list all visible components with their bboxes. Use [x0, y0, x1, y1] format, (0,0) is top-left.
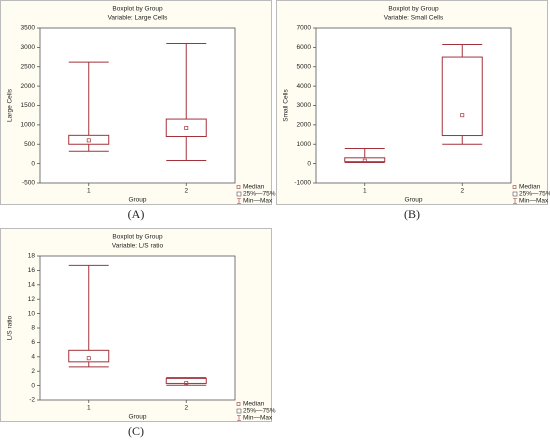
x-axis-label: Group	[128, 414, 146, 421]
y-tick-label: 2	[31, 368, 35, 375]
box	[344, 157, 386, 163]
x-tick-label: 2	[184, 188, 188, 195]
legend-label: Min—Max	[243, 415, 273, 422]
x-tick-label: 1	[363, 188, 367, 195]
legend-label: Min—Max	[243, 198, 273, 205]
chart-subtitle: Variable: Large Cells	[108, 15, 169, 22]
x-tick-label: 2	[460, 188, 464, 195]
panel-label: (A)	[128, 207, 145, 221]
legend-label: Median	[243, 184, 265, 191]
box	[165, 377, 207, 384]
y-tick-label: -500	[22, 180, 35, 187]
legend-median-icon	[236, 185, 241, 189]
y-tick-label: 2500	[21, 63, 36, 70]
legend-median-icon	[236, 402, 241, 406]
y-tick-label: 14	[28, 282, 36, 289]
box	[165, 118, 207, 137]
x-tick-label: 1	[87, 188, 91, 195]
y-tick-label: 3000	[21, 44, 36, 51]
x-axis-label: Group	[128, 197, 146, 204]
legend-box-icon	[236, 191, 242, 197]
box	[68, 134, 110, 145]
legend-whisker-icon	[237, 415, 241, 421]
chart-title: Boxplot by Group	[388, 6, 439, 13]
y-axis-label: Small Cells	[283, 89, 290, 122]
y-tick-label: 1500	[21, 102, 36, 109]
legend-whisker-icon	[237, 198, 241, 204]
y-tick-label: 4000	[297, 83, 312, 90]
y-tick-label: 3500	[21, 25, 36, 32]
y-tick-label: 4	[31, 354, 35, 361]
y-tick-label: 12	[28, 296, 36, 303]
legend-label: 25%—75%	[243, 408, 276, 415]
x-tick-label: 1	[87, 405, 91, 412]
legend-box-icon	[236, 408, 242, 414]
median	[460, 113, 465, 118]
y-tick-label: 2000	[297, 122, 312, 129]
y-tick-label: 2000	[21, 83, 36, 90]
y-tick-label: 0	[31, 160, 35, 167]
legend-label: Min—Max	[519, 198, 549, 205]
median	[184, 381, 189, 386]
legend-label: 25%—75%	[519, 191, 550, 198]
panel-label: (C)	[128, 424, 144, 438]
y-tick-label: 18	[28, 253, 36, 260]
y-tick-label: 10	[28, 310, 36, 317]
y-tick-label: -2	[29, 397, 35, 404]
y-tick-label: 1000	[297, 141, 312, 148]
y-tick-label: 0	[307, 160, 311, 167]
chart-subtitle: Variable: Small Cells	[384, 15, 444, 22]
y-tick-label: 1000	[21, 122, 36, 129]
plot-area	[39, 255, 236, 401]
median	[86, 138, 91, 143]
median	[86, 356, 91, 361]
legend-whisker-icon	[513, 198, 517, 204]
panel-label: (B)	[404, 207, 420, 221]
box	[441, 56, 483, 137]
plot-area	[39, 27, 236, 184]
legend-label: 25%—75%	[243, 191, 276, 198]
median	[184, 126, 189, 130]
y-tick-label: 8	[31, 325, 35, 332]
y-tick-label: 500	[24, 141, 35, 148]
y-axis-label: Large Cells	[7, 88, 14, 122]
box	[68, 349, 110, 363]
y-tick-label: 5000	[297, 63, 312, 70]
median	[362, 158, 367, 163]
y-tick-label: 6	[31, 339, 35, 346]
y-tick-label: -1000	[294, 180, 311, 187]
y-tick-label: 3000	[297, 102, 312, 109]
chart-subtitle: Variable: L/S ratio	[112, 243, 164, 250]
legend-label: Median	[519, 184, 541, 191]
x-axis-label: Group	[404, 197, 422, 204]
chart-title: Boxplot by Group	[112, 234, 163, 241]
y-tick-label: 16	[28, 267, 36, 274]
y-tick-label: 6000	[297, 44, 312, 51]
legend-median-icon	[512, 185, 517, 189]
y-axis-label: L/S ratio	[7, 316, 14, 341]
x-tick-label: 2	[184, 405, 188, 412]
legend-box-icon	[512, 191, 518, 197]
legend-label: Median	[243, 401, 265, 408]
chart-title: Boxplot by Group	[112, 6, 163, 13]
y-tick-label: 0	[31, 382, 35, 389]
y-tick-label: 7000	[297, 25, 312, 32]
